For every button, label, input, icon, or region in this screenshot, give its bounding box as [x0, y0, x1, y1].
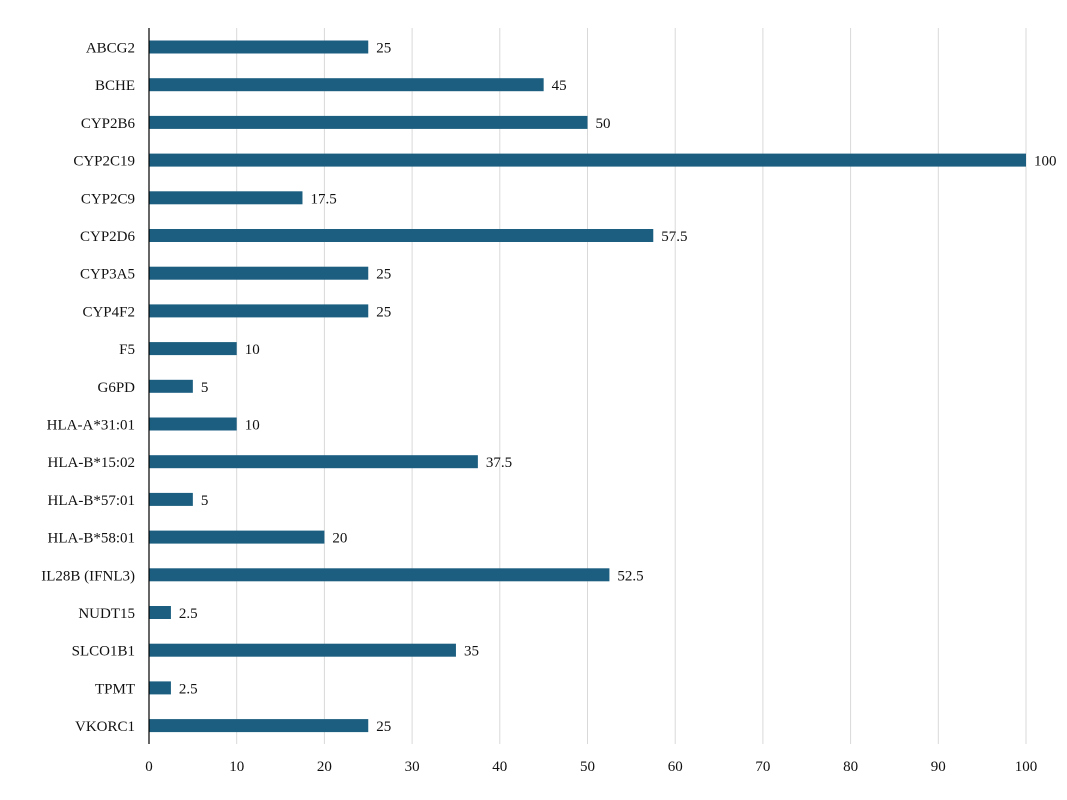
data-label-3: 100 [1034, 154, 1057, 170]
bar-7 [149, 304, 369, 318]
category-label-7: CYP4F2 [82, 304, 135, 320]
data-label-8: 10 [245, 342, 260, 358]
category-label-5: CYP2D6 [80, 229, 136, 245]
category-label-14: IL28B (IFNL3) [41, 568, 135, 584]
category-label-18: VKORC1 [75, 719, 135, 735]
bar-18 [149, 719, 369, 733]
bar-15 [149, 606, 171, 619]
category-label-4: CYP2C9 [81, 191, 135, 207]
x-tick-label-80: 80 [843, 759, 858, 775]
category-label-0: ABCG2 [86, 41, 135, 57]
x-tick-label-50: 50 [580, 759, 595, 775]
data-label-layer: 25 45 50 100 17.5 57.5 25 25 10 5 10 37.5 5 20 52.5 2.5… [179, 41, 1057, 736]
bar-10 [149, 417, 237, 431]
x-tick-label-100: 100 [1015, 759, 1038, 775]
category-label-3: CYP2C19 [73, 154, 135, 170]
x-tick-label-70: 70 [755, 759, 770, 775]
data-label-7: 25 [376, 304, 391, 320]
category-label-6: CYP3A5 [80, 267, 135, 283]
data-label-9: 5 [201, 380, 209, 396]
category-label-11: HLA-B*15:02 [48, 455, 136, 471]
category-label-13: HLA-B*58:01 [48, 531, 136, 547]
bar-2 [149, 115, 588, 129]
category-label-9: G6PD [97, 380, 135, 396]
x-tick-label-30: 30 [405, 759, 420, 775]
bar-17 [149, 681, 171, 695]
x-tick-layer: 0 10 20 30 40 50 60 70 80 90 100 [145, 759, 1037, 775]
data-label-13: 20 [332, 531, 347, 547]
bar-8 [149, 342, 237, 356]
category-label-10: HLA-A*31:01 [47, 418, 135, 434]
x-tick-label-90: 90 [931, 759, 946, 775]
bar-14 [149, 568, 610, 582]
category-label-8: F5 [119, 342, 135, 358]
data-label-18: 25 [376, 719, 391, 735]
data-label-1: 45 [552, 78, 567, 94]
bar-11 [149, 455, 478, 469]
data-label-17: 2.5 [179, 681, 198, 697]
bar-3 [149, 153, 1026, 167]
bar-layer [149, 40, 1026, 733]
data-label-2: 50 [596, 116, 611, 132]
x-tick-label-0: 0 [145, 759, 153, 775]
grid-layer [236, 28, 1027, 744]
bar-1 [149, 78, 544, 92]
data-label-0: 25 [376, 41, 391, 57]
bar-13 [149, 530, 325, 544]
data-label-5: 57.5 [661, 229, 687, 245]
category-label-17: TPMT [95, 681, 135, 697]
bar-9 [149, 379, 193, 393]
category-label-15: NUDT15 [78, 606, 135, 622]
data-label-11: 37.5 [486, 455, 512, 471]
category-label-12: HLA-B*57:01 [48, 493, 136, 509]
data-label-10: 10 [245, 418, 260, 434]
bar-12 [149, 492, 193, 506]
bar-16 [149, 643, 456, 657]
bar-5 [149, 229, 654, 242]
bar-4 [149, 191, 303, 205]
x-tick-label-60: 60 [668, 759, 683, 775]
category-label-16: SLCO1B1 [72, 644, 135, 660]
category-label-1: BCHE [95, 78, 135, 94]
x-tick-label-10: 10 [229, 759, 244, 775]
bar-0 [149, 40, 369, 54]
category-label-layer: ABCG2 BCHE CYP2B6 CYP2C19 CYP2C9 CYP2D6 CYP3A5… [41, 41, 135, 736]
data-label-4: 17.5 [310, 191, 336, 207]
data-label-12: 5 [201, 493, 209, 509]
data-label-14: 52.5 [617, 568, 643, 584]
data-label-15: 2.5 [179, 606, 198, 622]
x-tick-label-20: 20 [317, 759, 332, 775]
data-label-6: 25 [376, 267, 391, 283]
category-label-2: CYP2B6 [81, 116, 136, 132]
x-tick-label-40: 40 [492, 759, 507, 775]
bar-6 [149, 266, 369, 280]
data-label-16: 35 [464, 644, 479, 660]
